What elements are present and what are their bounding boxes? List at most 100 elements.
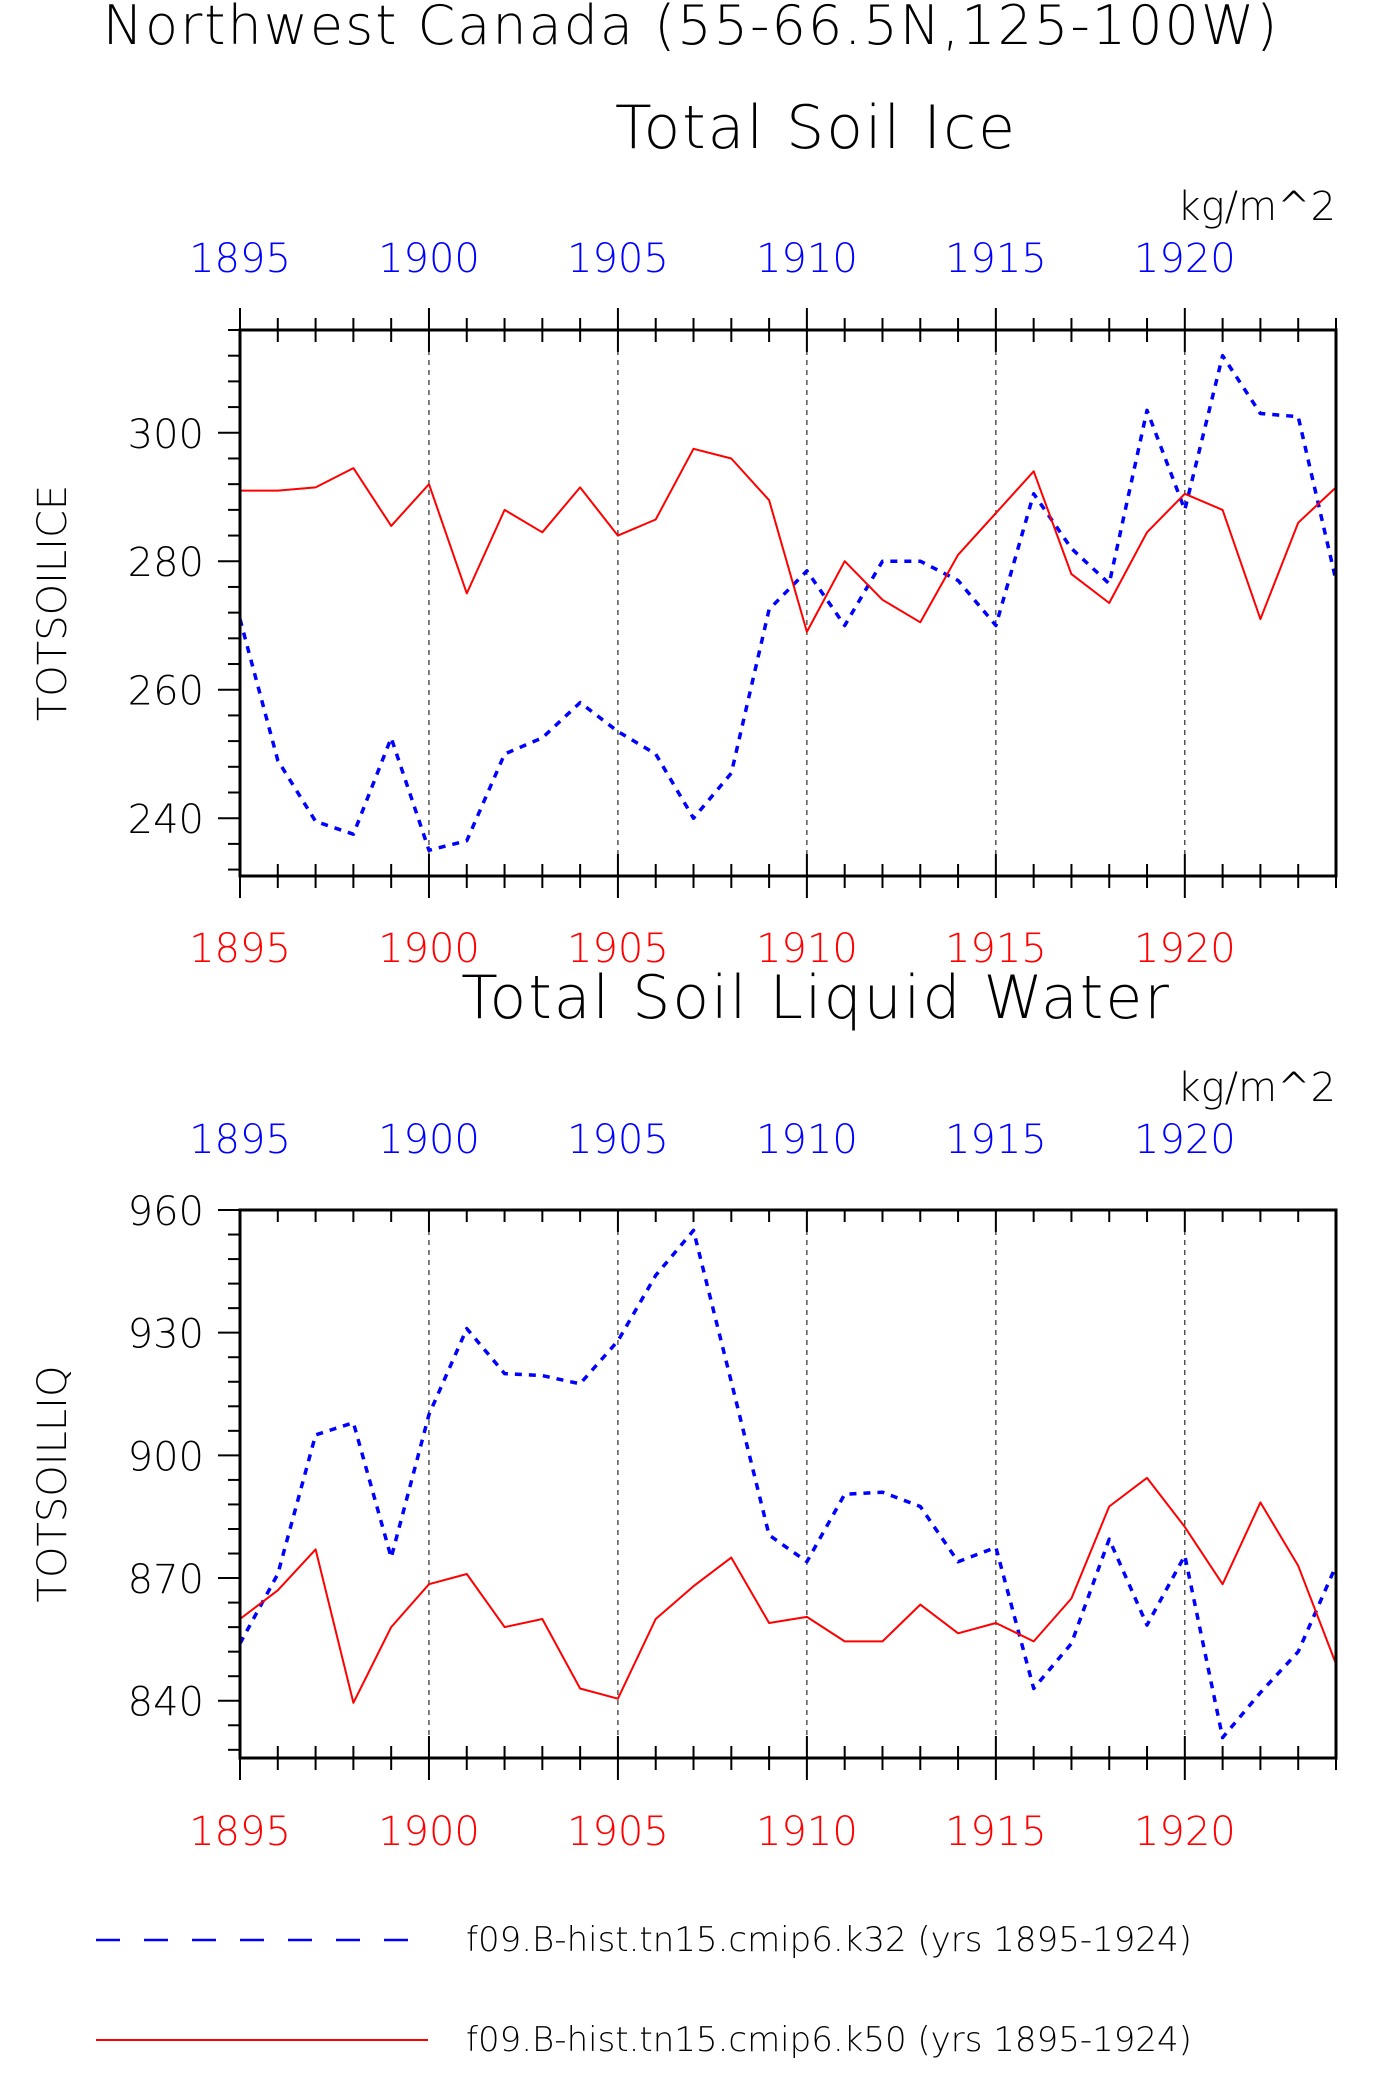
k50-data-point <box>1258 1500 1262 1504</box>
units-label: kg/m^2 <box>1177 184 1336 230</box>
k32-data-point <box>654 752 658 756</box>
k32-data-point <box>692 816 696 820</box>
legend: f09.B-hist.tn15.cmip6.k32 (yrs 1895-1924… <box>96 1920 1192 2060</box>
k50-data-point <box>692 447 696 451</box>
k50-data-point <box>314 1547 318 1551</box>
k50-data-point <box>805 630 809 634</box>
k50-data-point <box>729 457 733 461</box>
x-tick-label-bottom: 1900 <box>378 1809 480 1855</box>
series-k50-line <box>239 1476 1337 1704</box>
k50-data-point <box>843 559 847 563</box>
k32-data-point <box>994 1545 998 1549</box>
y-tick-label: 300 <box>128 412 204 458</box>
y-tick-label: 260 <box>128 669 204 715</box>
k50-data-point <box>692 1584 696 1588</box>
figure-title: Northwest Canada (55-66.5N,125-100W) <box>103 0 1280 57</box>
k32-data-point <box>1183 1554 1187 1558</box>
k32-data-point <box>1145 1623 1149 1627</box>
k50-data-point <box>540 530 544 534</box>
x-tick-label-bottom: 1910 <box>756 926 858 972</box>
k32-data-point <box>427 848 431 852</box>
x-tick-label-bottom: 1905 <box>567 1809 669 1855</box>
y-tick-label: 870 <box>128 1557 204 1603</box>
k32-data-point <box>881 1490 885 1494</box>
k50-data-point <box>1145 530 1149 534</box>
x-tick-label-top: 1915 <box>945 236 1047 282</box>
k32-data-point <box>1145 408 1149 412</box>
k50-data-point <box>351 466 355 470</box>
k32-data-point <box>767 1533 771 1537</box>
panel-title: Total Soil Ice <box>615 93 1017 163</box>
k32-data-point <box>1107 582 1111 586</box>
x-tick-label-top: 1920 <box>1134 1117 1236 1163</box>
k32-data-point <box>540 1374 544 1378</box>
k32-data-point <box>1032 492 1036 496</box>
k50-data-point <box>956 553 960 557</box>
x-tick-label-bottom: 1895 <box>189 926 291 972</box>
k32-data-point <box>956 1560 960 1564</box>
k32-data-point <box>616 730 620 734</box>
k50-data-point <box>351 1701 355 1705</box>
k50-data-point <box>1183 492 1187 496</box>
k50-data-point <box>1221 508 1225 512</box>
k50-data-point <box>503 1625 507 1629</box>
k50-data-point <box>805 1615 809 1619</box>
k32-data-point <box>1183 508 1187 512</box>
k32-data-point <box>1258 412 1262 416</box>
k32-data-point <box>503 1372 507 1376</box>
k50-data-point <box>654 518 658 522</box>
x-tick-label-bottom: 1920 <box>1134 1809 1236 1855</box>
k32-data-point <box>994 624 998 628</box>
k32-data-point <box>351 832 355 836</box>
k32-data-point <box>578 701 582 705</box>
x-tick-label-bottom: 1905 <box>567 926 669 972</box>
k50-data-point <box>956 1631 960 1635</box>
k50-data-point <box>1032 469 1036 473</box>
k50-data-point <box>1183 1525 1187 1529</box>
k32-data-point <box>1296 415 1300 419</box>
x-tick-label-top: 1900 <box>378 1117 480 1163</box>
k50-data-point <box>427 482 431 486</box>
k32-data-point <box>654 1273 658 1277</box>
y-axis-label: TOTSOILICE <box>30 485 76 721</box>
k32-data-point <box>843 624 847 628</box>
k50-data-point <box>1296 1564 1300 1568</box>
k50-data-point <box>1145 1476 1149 1480</box>
x-tick-label-top: 1895 <box>189 236 291 282</box>
k50-data-point <box>465 591 469 595</box>
k50-data-point <box>881 598 885 602</box>
y-tick-label: 840 <box>128 1680 204 1726</box>
y-axis-label: TOTSOILLIQ <box>30 1366 76 1603</box>
k32-data-point <box>729 771 733 775</box>
plot-frame <box>238 328 1338 878</box>
k50-data-point <box>918 620 922 624</box>
x-tick-label-top: 1905 <box>567 236 669 282</box>
k50-data-point <box>1107 601 1111 605</box>
x-tick-label-top: 1900 <box>378 236 480 282</box>
legend-label: f09.B-hist.tn15.cmip6.k50 (yrs 1895-1924… <box>466 2020 1192 2060</box>
k50-data-point <box>729 1556 733 1560</box>
k50-data-point <box>918 1603 922 1607</box>
x-tick-label-bottom: 1915 <box>945 1809 1047 1855</box>
panel-title: Total Soil Liquid Water <box>461 963 1171 1033</box>
k32-data-point <box>1107 1537 1111 1541</box>
k32-data-point <box>918 1505 922 1509</box>
y-tick-label: 960 <box>128 1189 204 1235</box>
x-tick-label-top: 1895 <box>189 1117 291 1163</box>
k32-data-point <box>956 579 960 583</box>
k50-data-point <box>1069 1597 1073 1601</box>
k32-data-point <box>540 736 544 740</box>
k32-data-point <box>616 1339 620 1343</box>
k50-data-point <box>427 1582 431 1586</box>
k32-data-point <box>465 839 469 843</box>
k32-data-point <box>389 1556 393 1560</box>
k50-data-point <box>843 1639 847 1643</box>
k32-data-point <box>692 1228 696 1232</box>
k32-data-point <box>276 1572 280 1576</box>
k50-data-point <box>1032 1639 1036 1643</box>
x-tick-label-bottom: 1900 <box>378 926 480 972</box>
k50-data-point <box>994 1621 998 1625</box>
k50-data-point <box>389 524 393 528</box>
units-label: kg/m^2 <box>1177 1065 1336 1111</box>
